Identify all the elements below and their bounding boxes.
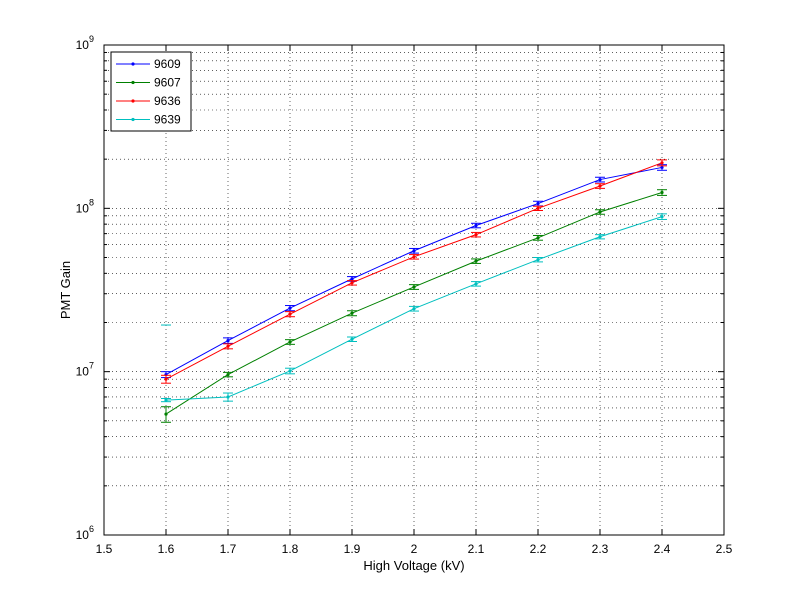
data-point [164, 412, 168, 416]
legend-entry-9639: 9639 [116, 113, 181, 127]
x-tick-label: 1.9 [344, 542, 361, 556]
axis-ticks: 1.5 1.6 1.7 1.8 1.9 2 2.1 2.2 2.3 2.4 2.5 106 107 108… [76, 34, 733, 556]
y-tick-label: 108 [76, 197, 94, 215]
data-point [226, 395, 230, 399]
x-tick-label: 1.8 [282, 542, 299, 556]
data-point [164, 398, 168, 402]
x-tick-label: 2.3 [592, 542, 609, 556]
legend-entry-9609: 9609 [116, 57, 181, 71]
data-point [350, 337, 354, 341]
data-point [536, 236, 540, 240]
data-point [412, 255, 416, 259]
data-point [660, 214, 664, 219]
legend-label: 9607 [154, 76, 181, 90]
data-point [660, 161, 664, 165]
legend-swatch-marker [131, 62, 135, 66]
data-point [226, 338, 230, 343]
data-point [474, 282, 478, 286]
legend-swatch-marker [131, 99, 135, 103]
data-point [536, 206, 540, 210]
legend-swatch-marker [131, 117, 135, 122]
legend-swatch-marker [131, 80, 135, 85]
legend-label: 9639 [154, 113, 181, 127]
legend-box [110, 51, 192, 132]
y-tick-label: 109 [76, 34, 94, 52]
data-point [598, 184, 602, 188]
data-point [288, 312, 292, 316]
data-point [350, 281, 354, 285]
x-tick-label: 2.4 [654, 542, 671, 556]
data-point [474, 223, 478, 228]
legend: 9609 9607 9636 9639 [110, 51, 192, 132]
grid [104, 45, 724, 535]
legend-label: 9609 [154, 57, 181, 71]
x-tick-label: 2.1 [468, 542, 485, 556]
data-point [412, 285, 416, 289]
series-9607 [161, 189, 667, 423]
data-point [412, 249, 416, 253]
data-point [288, 306, 292, 310]
data-point [474, 233, 478, 237]
data-point [598, 235, 602, 239]
data-point [660, 190, 664, 195]
data-point [226, 344, 230, 348]
data-point [412, 307, 416, 311]
data-point [660, 165, 664, 170]
y-tick-label: 106 [76, 524, 94, 542]
x-tick-label: 1.5 [96, 542, 113, 556]
x-axis-label: High Voltage (kV) [363, 558, 464, 573]
x-tick-label: 2.2 [530, 542, 547, 556]
x-tick-label: 2 [411, 542, 418, 556]
x-tick-label: 1.7 [220, 542, 237, 556]
series-9639 [161, 213, 667, 403]
data-point [164, 377, 168, 381]
data-point [288, 340, 292, 344]
legend-entry-9607: 9607 [116, 76, 181, 90]
series-layer [161, 159, 667, 423]
x-tick-label: 2.5 [716, 542, 733, 556]
data-point [474, 259, 478, 263]
legend-label: 9636 [154, 94, 181, 108]
data-point [536, 201, 540, 206]
y-axis-label: PMT Gain [58, 261, 73, 319]
y-tick-label: 107 [76, 361, 94, 379]
legend-entry-9636: 9636 [116, 94, 181, 108]
x-tick-label: 1.6 [158, 542, 175, 556]
data-point [350, 311, 354, 315]
series-9636 [161, 159, 667, 384]
data-point [598, 210, 602, 214]
data-point [598, 177, 602, 182]
data-point [226, 372, 230, 377]
data-point [288, 369, 292, 373]
data-point [536, 258, 540, 262]
data-point [350, 277, 354, 281]
